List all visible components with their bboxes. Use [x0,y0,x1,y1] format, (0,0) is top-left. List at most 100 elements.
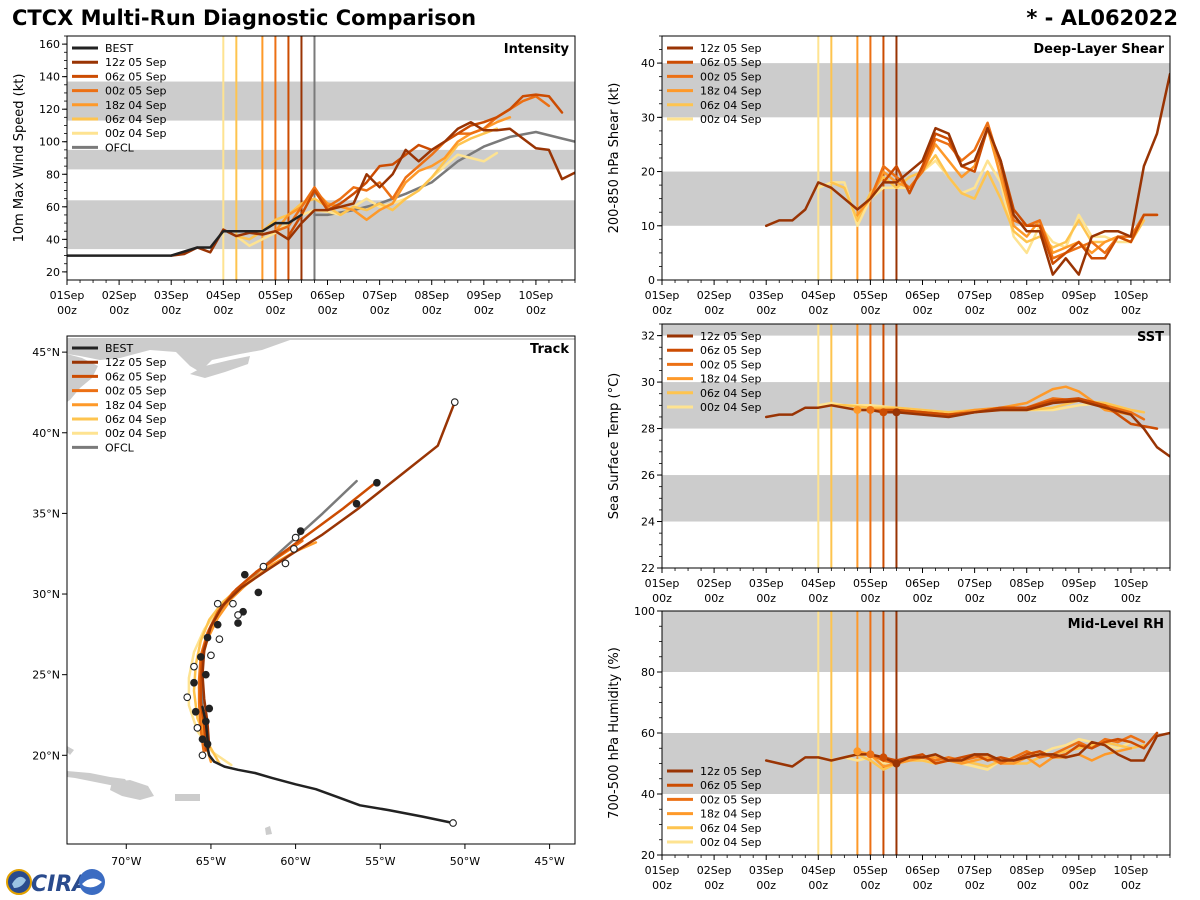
shear-xtick-label: 10Sep [1114,289,1149,302]
intensity-xtick-label: 00z [161,304,181,317]
rh-xtick-label: 08Sep [1009,864,1044,877]
intensity-ytick-label: 60 [46,201,60,214]
track-marker-3 [202,717,210,726]
intensity-xtick-label: 00z [422,304,442,317]
track-marker-30 [291,533,300,542]
sst-ytick-label: 28 [641,423,655,436]
intensity-series-12z-05-sep [169,120,575,257]
shear-legend-item-18z-04-sep: 18z 04 Sep [700,85,762,98]
track-marker-28 [290,545,298,553]
rh-ytick-label: 20 [641,849,655,862]
rh-title: Mid-Level RH [1068,617,1164,632]
track-marker-4 [205,704,214,713]
track-marker-27 [259,562,268,571]
storm-id: * - AL062022 [1026,6,1178,30]
intensity-series-06z-04-sep [235,127,499,241]
sst-init-marker-18z-04-sep [853,405,862,414]
intensity-ytick-label: 40 [46,233,60,246]
shear-legend-item-00z-04-sep: 00z 04 Sep [700,113,762,126]
track-marker-16 [352,499,361,508]
track-markers [183,398,459,827]
rh-xtick-label: 05Sep [853,864,888,877]
rh-ytick-label: 60 [641,727,655,740]
shear-legend-item-00z-05-sep: 00z 05 Sep [700,70,762,83]
sst-ylabel: Sea Surface Temp (°C) [607,373,622,520]
rh-init-marker-00z-05-sep [866,750,875,759]
sst-xtick-label: 00z [965,592,985,605]
track-marker-14 [240,570,249,579]
rh-legend-item-12z-05-sep: 12z 05 Sep [700,765,762,778]
sst-xtick-label: 00z [808,592,828,605]
shear-ytick-label: 40 [641,57,655,70]
intensity-legend-item-12z-05-sep: 12z 05 Sep [105,56,167,69]
track-marker-1 [203,740,212,748]
rh-xtick-label: 07Sep [957,864,992,877]
sst-legend-item-06z-04-sep: 06z 04 Sep [700,387,762,400]
intensity-xtick-label: 10Sep [519,289,554,302]
rh-xtick-label: 00z [1017,879,1037,892]
intensity-legend-item-ofcl: OFCL [105,141,135,154]
rh-markers [853,747,901,768]
rh-series-06z-05-sep [882,731,1159,765]
intensity-legend-item-18z-04-sep: 18z 04 Sep [105,99,167,112]
sst-xtick-label: 08Sep [1009,577,1044,590]
intensity-xtick-label: 02Sep [102,289,137,302]
track-ytick-label: 20°N [32,749,60,762]
track-marker-11 [234,619,242,627]
track-legend-item-06z-04-sep: 06z 04 Sep [105,413,167,426]
rh-xtick-label: 00z [756,879,776,892]
sst-series-12z-05-sep [764,399,1170,458]
intensity-legend-item-06z-05-sep: 06z 05 Sep [105,70,167,83]
shear-series-12z-05-sep [764,72,1170,276]
intensity-xtick-label: 05Sep [258,289,293,302]
sst-legend-item-06z-05-sep: 06z 05 Sep [700,344,762,357]
track-marker-24 [213,599,222,608]
intensity-xtick-label: 04Sep [206,289,241,302]
sst-ytick-label: 32 [641,330,655,343]
track-xtick-label: 65°W [196,855,226,868]
intensity-band-1 [67,149,575,170]
intensity-series-best [67,213,303,257]
sst-xtick-label: 01Sep [645,577,680,590]
intensity-xtick-label: 00z [370,304,390,317]
shear-xtick-label: 07Sep [957,289,992,302]
cira-logo: CIRA [6,869,105,897]
rh-legend-item-18z-04-sep: 18z 04 Sep [700,808,762,821]
track-series [187,400,457,825]
rh-xtick-label: 04Sep [801,864,836,877]
track-xtick-label: 45°W [534,855,564,868]
track-frame [66,335,576,845]
rh-legend-item-00z-05-sep: 00z 05 Sep [700,793,762,806]
sst-init-marker-12z-05-sep [892,408,901,417]
intensity-xtick-label: 03Sep [154,289,189,302]
page-title: CTCX Multi-Run Diagnostic Comparison [12,6,477,30]
rh-band-0 [662,733,1170,794]
intensity-xtick-label: 00z [526,304,546,317]
track-marker-26 [229,599,237,608]
shear-series-18z-04-sep [856,126,1133,255]
track-xtick-label: 50°W [450,855,480,868]
shear-xtick-label: 00z [1069,304,1089,317]
rh-xtick-label: 00z [704,879,724,892]
intensity-xtick-label: 07Sep [362,289,397,302]
sst-init-lines [817,324,898,568]
track-marker-15 [296,527,305,535]
rh-series-06z-04-sep [830,740,1146,771]
rh-xtick-label: 00z [1121,879,1141,892]
rh-xtick-label: 01Sep [645,864,680,877]
shear-ylabel: 200-850 hPa Shear (kt) [607,83,622,234]
shear-ytick-label: 10 [641,220,655,233]
shear-ytick-label: 0 [648,274,655,287]
track-marker-23 [215,635,224,644]
intensity-ytick-label: 160 [39,38,60,51]
track-marker-21 [190,662,198,671]
rh-ytick-label: 80 [641,666,655,679]
track-legend-item-12z-05-sep: 12z 05 Sep [105,356,167,369]
intensity-xtick-label: 00z [57,304,77,317]
sst-ytick-label: 22 [641,562,655,575]
track-series-best [201,705,455,825]
intensity-xtick-label: 00z [318,304,338,317]
intensity-xtick-label: 00z [213,304,233,317]
track-marker-29 [281,559,290,568]
rh-xtick-label: 00z [1069,879,1089,892]
